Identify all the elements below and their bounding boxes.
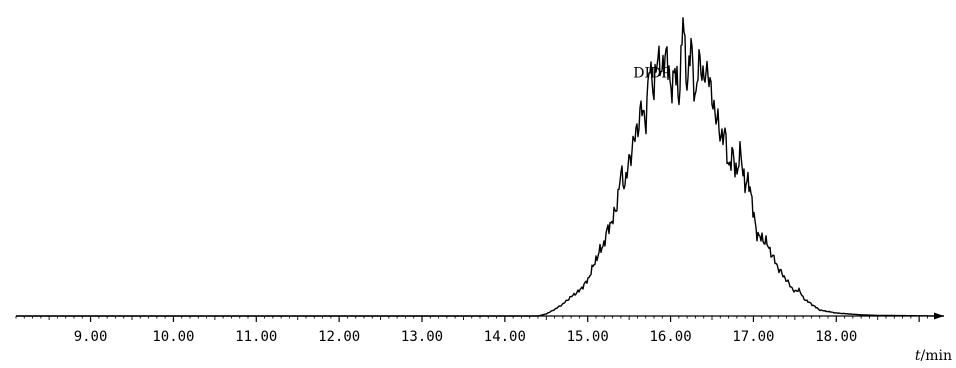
x-tick-label: 17.00 bbox=[732, 329, 774, 345]
x-axis-title: t/min bbox=[915, 348, 952, 364]
x-tick-label: 18.00 bbox=[815, 329, 857, 345]
peak-label-didp: DIDP bbox=[633, 66, 670, 82]
chromatogram-trace bbox=[16, 17, 944, 317]
x-axis-variable: t bbox=[915, 348, 921, 364]
x-tick-label: 14.00 bbox=[484, 329, 526, 345]
x-tick-label: 10.00 bbox=[152, 329, 194, 345]
x-tick-label: 13.00 bbox=[401, 329, 443, 345]
x-axis-ticks bbox=[15, 316, 937, 322]
x-tick-label: 16.00 bbox=[649, 329, 691, 345]
x-tick-label: 11.00 bbox=[235, 329, 277, 345]
x-axis-unit: /min bbox=[921, 348, 953, 364]
x-tick-label: 9.00 bbox=[74, 329, 108, 345]
x-axis-arrow-icon bbox=[934, 312, 944, 320]
x-axis-tick-labels: 9.00 10.00 11.00 12.00 13.00 14.00 15.00 16.00 1… bbox=[74, 329, 858, 345]
x-tick-label: 15.00 bbox=[567, 329, 609, 345]
x-tick-label: 12.00 bbox=[318, 329, 360, 345]
